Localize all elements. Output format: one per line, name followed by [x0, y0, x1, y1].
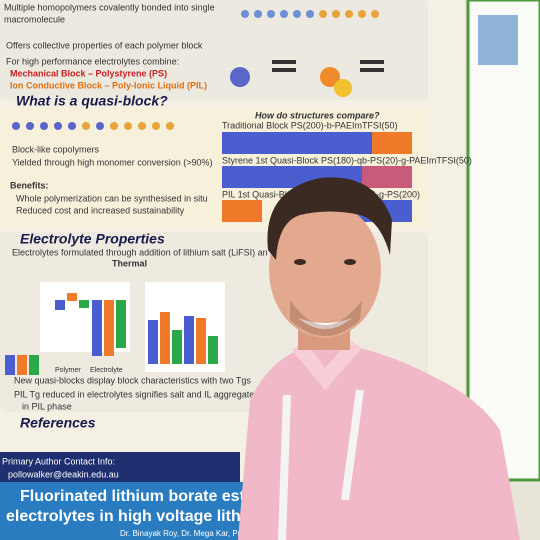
side-poster: [466, 0, 540, 482]
chain: [230, 10, 384, 97]
bullet: Block-like copolymers: [12, 144, 100, 154]
bullet: Reduced cost and increased sustainabilit…: [16, 205, 185, 215]
finding: New quasi-blocks display block character…: [14, 375, 251, 385]
heading: References: [20, 415, 96, 431]
label: PIL 1st Quasi-Block: [222, 189, 301, 199]
contact: Primary Author Contact Info:: [2, 456, 115, 466]
block-bar: [222, 132, 372, 154]
intro: macromolecule: [4, 14, 65, 24]
label: (5)-g-PS(200): [365, 189, 420, 199]
chain-2: [12, 122, 174, 130]
combine: For high performance electrolytes combin…: [6, 56, 179, 66]
label: Styrene 1st Quasi-Block PS(180)-qb-PS(20…: [222, 155, 472, 165]
text: Electrolytes formulated through addition…: [12, 247, 268, 257]
block-bar: [362, 166, 412, 188]
block-bar: [222, 200, 262, 222]
benefits: Benefits:: [10, 180, 49, 190]
banner-authors: Dr. Binayak Roy, Dr. Mega Kar, Prof. Dou…: [120, 529, 289, 538]
person: [238, 177, 520, 540]
heading: Electrolyte Properties: [20, 231, 165, 247]
banner-title: Fluorinated lithium borate ester: [20, 488, 260, 505]
side-figure: [478, 15, 518, 65]
plot-bars: [5, 293, 218, 375]
bullet: Whole polymerization can be synthesised …: [16, 193, 208, 203]
finding: in PIL phase: [22, 401, 72, 411]
email: pollowalker@deakin.edu.au: [8, 469, 119, 479]
heading: How do structures compare?: [255, 110, 380, 120]
mechanical: Mechanical Block – Polystyrene (PS): [10, 68, 167, 78]
heading: What is a quasi-block?: [16, 93, 168, 109]
plot: [40, 282, 130, 352]
banner-title: electrolytes in high voltage lithium: [6, 508, 269, 525]
contact-bar: [0, 452, 240, 482]
label: Thermal: [112, 258, 147, 268]
intro: Multiple homopolymers covalently bonded …: [4, 2, 215, 12]
label: Traditional Block PS(200)-b-PAEImTFSI(50…: [222, 120, 398, 130]
label: Polymer: [55, 367, 81, 374]
ionic: Ion Conductive Block – Poly-Ionic Liquid…: [10, 80, 207, 90]
bullet: Yielded through high monomer conversion …: [12, 157, 213, 167]
offers: Offers collective properties of each pol…: [6, 40, 203, 50]
block-bar: [372, 132, 412, 154]
label: Electrolyte: [90, 367, 123, 374]
finding: PIL Tg reduced in electrolytes signifies…: [14, 389, 254, 399]
